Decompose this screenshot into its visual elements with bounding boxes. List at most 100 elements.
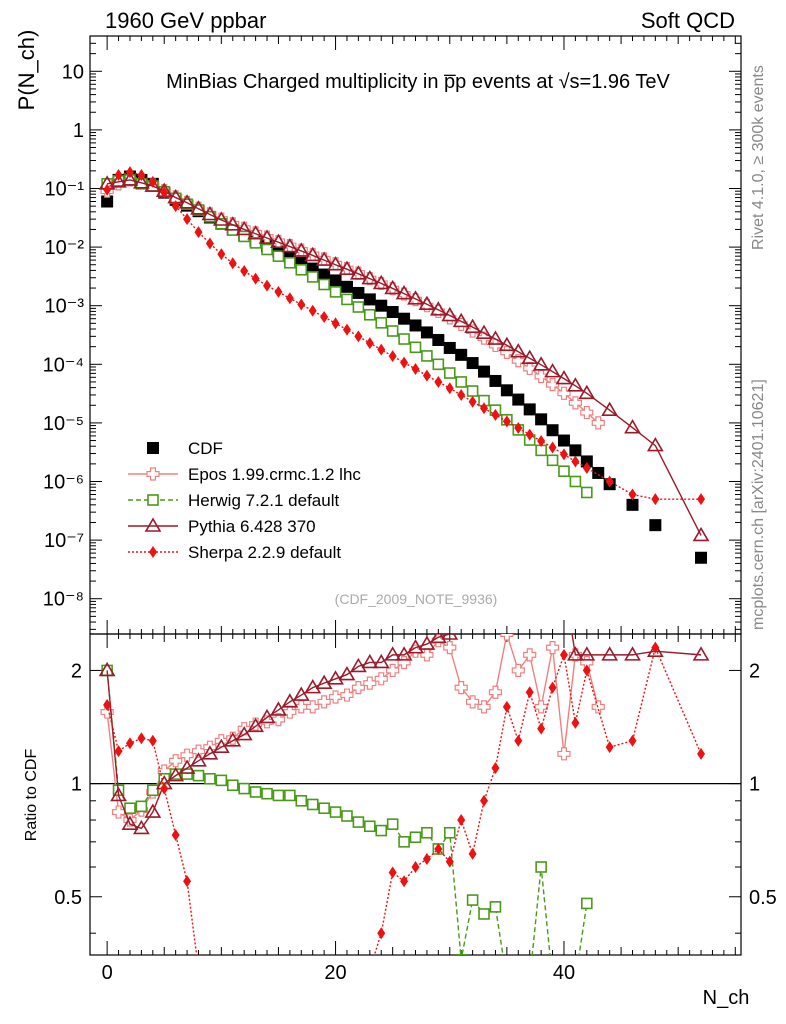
ratio-point [204,772,216,785]
plot-annotation: (CDF_2009_NOTE_9936) [335,591,498,607]
ratio-point [525,686,534,699]
data-point [137,168,146,181]
ratio-point [429,634,447,644]
data-point [567,377,584,392]
ratio-point [180,748,194,762]
main-y-label: P(N_ch) [14,30,39,111]
data-point [537,435,546,448]
ratio-point [395,646,413,661]
ratio-y-tick-label: 0.5 [749,887,777,909]
ratio-y-tick-label: 1 [71,774,82,796]
data-point [409,341,422,354]
data-point [148,175,157,188]
ratio-point [488,685,503,699]
data-point [548,441,557,454]
data-point [578,384,596,400]
ratio-frame [89,633,742,956]
main-y-tick-label: 10⁻⁸ [43,589,84,611]
data-point [285,292,294,305]
ratio-plot-area: 0 20 40 0.5 0.5 1 1 2 2 [54,633,777,984]
data-point [341,293,353,306]
ratio-point [418,635,436,650]
data-point [535,413,548,426]
header-right: Soft QCD [641,8,735,33]
mcplots-label: mcplots.cern.ch [arXiv:2401.10621] [750,379,767,630]
ratio-point [651,641,660,654]
data-point [263,279,272,292]
data-point [205,237,214,250]
data-point [407,290,424,305]
data-point [318,268,331,281]
ratio-point [327,670,344,685]
data-point [500,384,513,397]
ratio-y-tick-label: 0.5 [54,887,82,909]
data-point [466,357,479,370]
series-sherpa [103,166,706,506]
data-point [692,526,710,542]
data-point [429,301,447,316]
ratio-point [125,737,134,750]
main-y-tick-label: 1 [73,120,84,142]
ratio-point [295,795,308,807]
data-point [295,263,308,276]
data-point [628,488,637,501]
ratio-point [284,789,296,802]
data-point [363,293,376,306]
ratio-point [692,646,710,661]
data-point [555,370,573,385]
ratio-point [110,786,127,802]
data-point [452,312,470,328]
ratio-point [271,712,286,727]
data-point [215,217,228,230]
data-point [434,375,443,388]
ratio-point [502,700,511,713]
data-point [306,271,319,283]
data-point [251,272,260,285]
ratio-point [375,824,388,837]
ratio-series-sherpa [103,641,706,955]
main-y-tick-label: 10⁻⁷ [44,530,84,552]
ratio-point [183,875,192,888]
ratio-point [480,794,489,807]
data-point [386,306,399,319]
ratio-point [238,782,250,795]
data-point [432,333,445,346]
data-point [557,434,570,447]
ratio-point [258,708,276,724]
data-point [475,324,493,339]
data-point [441,306,459,322]
data-point [521,349,539,365]
series-line [106,179,588,493]
data-point [361,270,379,285]
ratio-point [169,754,183,768]
data-point [270,233,287,249]
data-point [455,348,468,361]
data-point [487,330,504,345]
ratio-point [351,681,365,695]
ratio-point [317,695,331,709]
data-point [338,260,356,275]
ratio-point [304,679,322,694]
data-point [315,251,333,266]
ratio-series-epos [100,634,605,827]
data-point [352,286,365,299]
ratio-line [106,670,588,955]
data-point [546,454,559,467]
ratio-point [624,646,641,661]
data-point [272,250,285,262]
series-pythia [98,171,710,542]
data-point [502,415,511,428]
ratio-point [443,641,457,655]
data-point [398,312,411,325]
data-point [340,280,353,293]
data-point [352,301,365,313]
data-point [544,363,561,378]
series-herwig [101,174,593,499]
ratio-point [567,646,584,661]
data-point [350,265,367,280]
data-point [365,337,374,350]
data-point [133,174,150,189]
ratio-point [160,782,169,795]
data-point [125,166,134,179]
data-point [327,256,344,271]
